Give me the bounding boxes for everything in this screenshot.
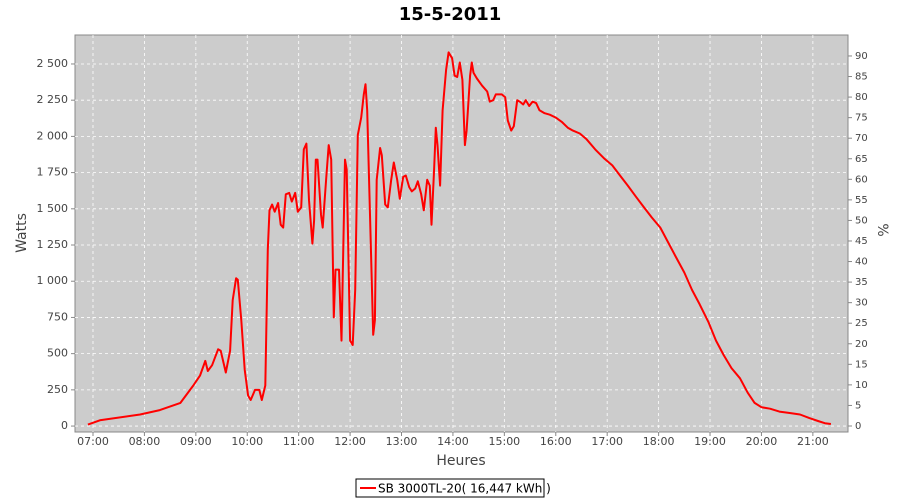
y2-axis-title: % — [874, 223, 890, 236]
y-tick-label: 2 250 — [37, 93, 69, 106]
y2-tick-label: 50 — [855, 215, 868, 226]
y2-tick-label: 25 — [855, 318, 868, 329]
x-axis-title: Heures — [436, 453, 485, 469]
x-tick-label: 10:00 — [231, 435, 263, 448]
y2-tick-label: 20 — [855, 339, 868, 350]
y-tick-label: 2 000 — [37, 129, 69, 142]
y2-tick-label: 90 — [855, 51, 868, 62]
x-tick-label: 13:00 — [386, 435, 418, 448]
x-tick-label: 17:00 — [591, 435, 623, 448]
x-tick-label: 18:00 — [643, 435, 675, 448]
chart-title: 15-5-2011 — [399, 4, 502, 25]
y-tick-label: 1 500 — [37, 202, 69, 215]
y2-tick-label: 85 — [855, 72, 868, 83]
y-tick-label: 1 250 — [37, 238, 69, 251]
y-axis-title: Watts — [14, 213, 30, 253]
x-tick-label: 20:00 — [746, 435, 778, 448]
y2-tick-label: 40 — [855, 257, 868, 268]
y2-tick-label: 35 — [855, 277, 868, 288]
legend: SB 3000TL-20( 16,447 kWh ) — [355, 478, 551, 498]
x-tick-label: 11:00 — [283, 435, 315, 448]
y2-tick-label: 15 — [855, 359, 868, 370]
y-tick-label: 250 — [47, 383, 68, 396]
y-tick-label: 1 000 — [37, 274, 69, 287]
y-tick-label: 1 750 — [37, 166, 69, 179]
y2-tick-label: 0 — [855, 421, 861, 432]
series-line — [87, 51, 832, 426]
plot-area — [74, 34, 849, 433]
y-tick-label: 2 500 — [37, 57, 69, 70]
y2-tick-label: 75 — [855, 113, 868, 124]
x-tick-label: 19:00 — [694, 435, 726, 448]
y2-tick-label: 5 — [855, 400, 861, 411]
y-tick-label: 500 — [47, 347, 68, 360]
y2-tick-label: 70 — [855, 133, 868, 144]
y2-tick-label: 55 — [855, 195, 868, 206]
x-tick-label: 07:00 — [77, 435, 109, 448]
y2-tick-label: 60 — [855, 174, 868, 185]
y2-tick-label: 30 — [855, 298, 868, 309]
y2-tick-label: 65 — [855, 154, 868, 165]
y-tick-label: 750 — [47, 310, 68, 323]
legend-box — [355, 478, 545, 498]
y2-tick-label: 10 — [855, 380, 868, 391]
x-tick-label: 21:00 — [797, 435, 829, 448]
x-tick-label: 15:00 — [488, 435, 520, 448]
x-tick-label: 08:00 — [129, 435, 161, 448]
legend-label: SB 3000TL-20( 16,447 kWh ) — [378, 482, 551, 496]
y-tick-label: 0 — [61, 419, 68, 432]
x-tick-label: 09:00 — [180, 435, 212, 448]
x-tick-label: 12:00 — [334, 435, 366, 448]
y2-tick-label: 80 — [855, 92, 868, 103]
x-tick-label: 16:00 — [540, 435, 572, 448]
x-tick-label: 14:00 — [437, 435, 469, 448]
y2-tick-label: 45 — [855, 236, 868, 247]
